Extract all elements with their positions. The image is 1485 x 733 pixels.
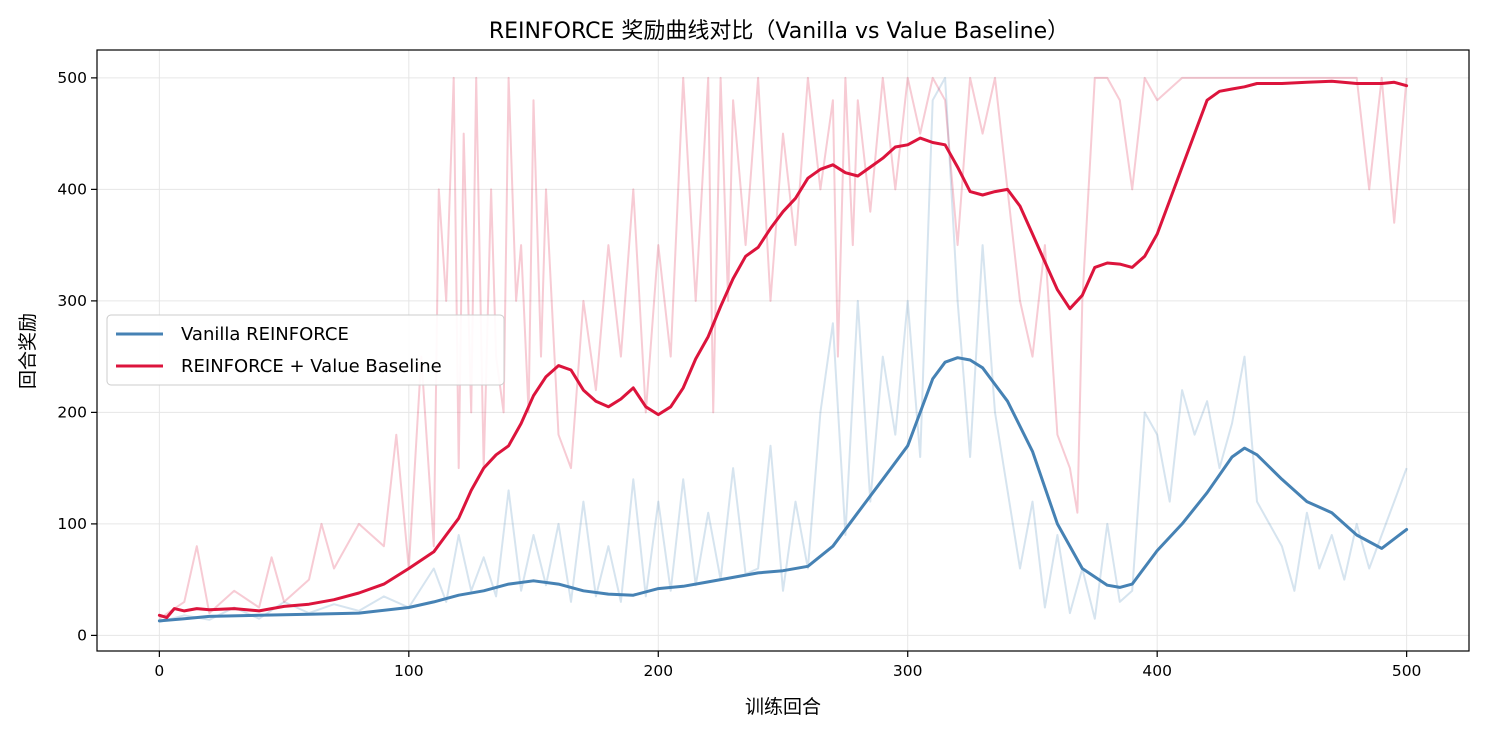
x-axis-label: 训练回合	[745, 696, 821, 718]
raw-line-vanilla	[159, 76, 1408, 623]
x-axis-ticks: 0 100 200 300 400 500	[154, 651, 1421, 680]
smoothed-line-value-baseline	[157, 79, 1409, 619]
y-tick-label: 200	[57, 403, 87, 421]
grid-lines	[97, 50, 1469, 651]
x-tick-label: 200	[643, 662, 673, 680]
x-tick-label: 0	[154, 662, 164, 680]
y-axis-ticks: 0 100 200 300 400 500	[57, 69, 97, 644]
y-tick-label: 300	[57, 292, 87, 310]
legend-label-vanilla: Vanilla REINFORCE	[181, 324, 349, 345]
legend: Vanilla REINFORCE REINFORCE + Value Base…	[106, 314, 505, 386]
y-tick-label: 0	[77, 626, 87, 644]
raw-line-value-baseline	[158, 76, 1408, 620]
x-tick-label: 100	[394, 662, 424, 680]
smoothed-line-vanilla	[157, 356, 1409, 623]
x-tick-label: 400	[1142, 662, 1172, 680]
x-tick-label: 500	[1392, 662, 1422, 680]
plot-frame	[96, 49, 1470, 652]
y-axis-label: 回合奖励	[17, 313, 39, 389]
chart-title: REINFORCE 奖励曲线对比（Vanilla vs Value Baseli…	[489, 19, 1069, 44]
raw-reward-lines	[158, 76, 1408, 623]
y-tick-label: 400	[57, 180, 87, 198]
y-tick-label: 100	[57, 515, 87, 533]
legend-label-value-baseline: REINFORCE + Value Baseline	[181, 356, 442, 377]
legend-box	[106, 314, 505, 386]
y-tick-label: 500	[57, 69, 87, 87]
x-tick-label: 300	[893, 662, 923, 680]
smoothed-reward-lines	[157, 79, 1409, 623]
